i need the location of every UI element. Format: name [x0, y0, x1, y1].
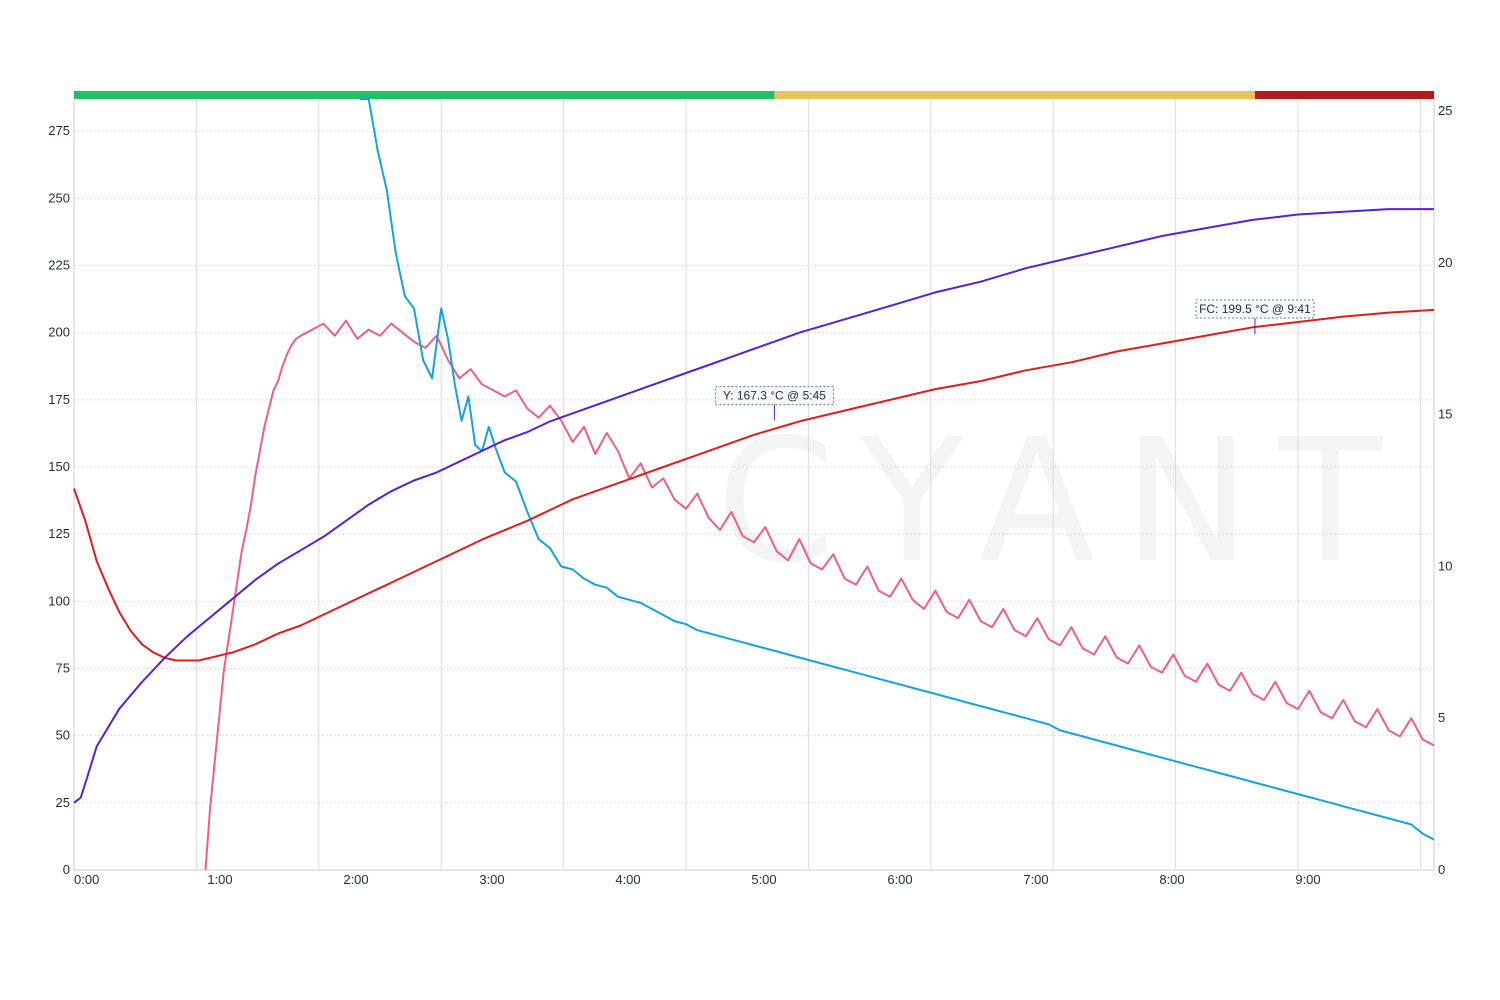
annotation-box — [714, 386, 834, 406]
axes: 0 25 50 75 100 125 150 175 200 225 250 275 0 5 10 15 20 2… — [48, 99, 1452, 887]
series-ror — [359, 98, 1435, 841]
y-tick-label: 125 — [48, 526, 70, 541]
grid — [73, 99, 1434, 871]
y2-tick-label: 10 — [1438, 558, 1452, 573]
phase-maillard — [774, 91, 1255, 99]
y-tick-label: 100 — [48, 593, 70, 608]
x-tick-label: 8:00 — [1159, 872, 1184, 887]
series-layer — [73, 98, 1435, 871]
y-tick-label: 250 — [48, 190, 70, 205]
x-tick-label: 3:00 — [479, 872, 504, 887]
y-tick-label: 275 — [48, 123, 70, 138]
y2-tick-label: 0 — [1438, 862, 1445, 877]
y-tick-label: 150 — [48, 459, 70, 474]
y-tick-label: 0 — [63, 862, 70, 877]
y-tick-label: 25 — [56, 795, 70, 810]
y2-tick-label: 20 — [1438, 255, 1452, 270]
x-tick-label: 4:00 — [615, 872, 640, 887]
y2-tick-label: 5 — [1438, 710, 1445, 725]
phase-development — [1254, 91, 1434, 99]
y2-tick-label: 25 — [1438, 103, 1452, 118]
phase-bar — [74, 91, 1434, 99]
x-tick-label: 7:00 — [1023, 872, 1048, 887]
x-tick-label: 6:00 — [887, 872, 912, 887]
watermark: CYANT — [716, 403, 1410, 601]
annotation-label: FC: 199.5 °C @ 9:41 — [1199, 302, 1311, 316]
y2-tick-label: 15 — [1438, 407, 1452, 422]
series-env-temp — [73, 208, 1434, 804]
annotation-box — [1195, 299, 1315, 319]
y-tick-label: 225 — [48, 258, 70, 273]
y-tick-label: 50 — [56, 728, 70, 743]
y-tick-label: 75 — [56, 661, 70, 676]
phase-drying — [74, 91, 775, 99]
x-tick-label: 5:00 — [751, 872, 776, 887]
x-tick-label: 2:00 — [343, 872, 368, 887]
x-tick-label: 9:00 — [1295, 872, 1320, 887]
x-tick-label: 1:00 — [207, 872, 232, 887]
annotation-label: Y: 167.3 °C @ 5:45 — [723, 389, 826, 403]
series-burner — [204, 319, 1435, 871]
annotations: Y: 167.3 °C @ 5:45 FC: 199.5 °C @ 9:41 — [714, 299, 1315, 421]
series-bean-temp — [73, 308, 1435, 662]
y-tick-label: 175 — [48, 392, 70, 407]
x-tick-label: 0:00 — [74, 872, 99, 887]
y-tick-label: 200 — [48, 325, 70, 340]
